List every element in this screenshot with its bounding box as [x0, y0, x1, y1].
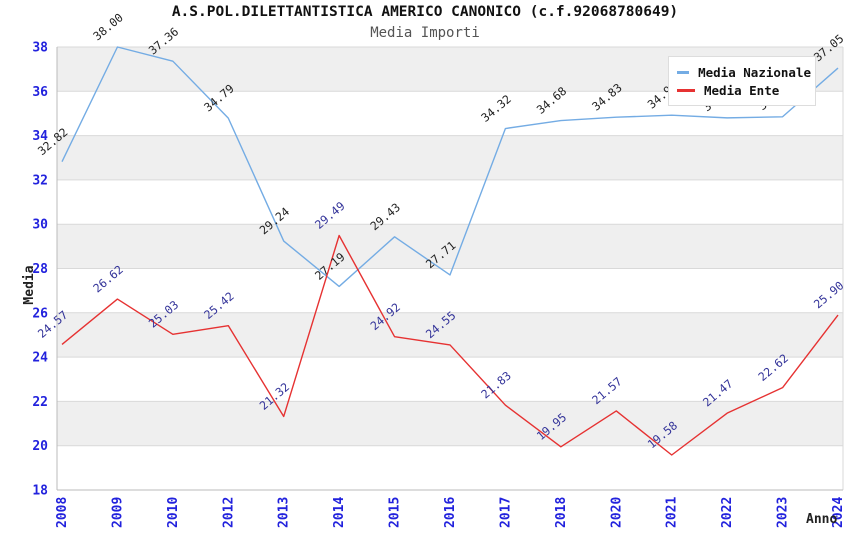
- plot-band: [57, 224, 843, 269]
- chart-title: A.S.POL.DILETTANTISTICA AMERICO CANONICO…: [171, 4, 679, 20]
- data-label-media-nazionale: 34.32: [478, 92, 514, 125]
- x-axis-tick-label: 2014: [332, 497, 347, 528]
- series-line-media-ente: [61, 234, 839, 456]
- x-axis-tick-label: 2009: [110, 497, 125, 528]
- plot-band: [57, 401, 843, 446]
- y-axis-tick-label: 26: [32, 306, 48, 321]
- y-axis-tick-label: 38: [32, 41, 48, 56]
- x-axis-tick-label: 2023: [776, 497, 791, 528]
- legend-line-swatch-nazionale: [677, 70, 690, 74]
- chart-subtitle: Media Importi: [370, 25, 480, 41]
- x-axis-tick-label: 2008: [55, 497, 70, 528]
- series-line-media-nazionale: [61, 46, 839, 288]
- x-axis-tick-label: 2020: [609, 497, 624, 528]
- x-axis-tick-label: 2015: [388, 497, 403, 528]
- data-label-media-ente: 21.83: [478, 368, 514, 401]
- x-axis-tick-label: 2024: [831, 497, 846, 528]
- x-axis-tick-label: 2017: [498, 497, 513, 528]
- x-axis-tick-label: 2012: [221, 497, 236, 528]
- y-axis-tick-label: 28: [32, 262, 48, 277]
- y-axis-title: Media: [22, 265, 37, 305]
- plot-band: [57, 312, 843, 358]
- y-axis-tick-label: 36: [32, 85, 48, 100]
- y-axis-tick-label: 32: [32, 173, 48, 188]
- legend-label-media-nazionale: Media Nazionale: [698, 64, 811, 80]
- x-axis-tick-label: 2022: [720, 497, 735, 528]
- data-label-media-ente: 25.90: [811, 278, 847, 311]
- legend-label-media-ente: Media Ente: [704, 82, 780, 98]
- x-axis-tick-label: 2013: [277, 497, 292, 528]
- x-axis-tick-label: 2016: [443, 497, 458, 528]
- y-axis-tick-label: 24: [32, 351, 48, 366]
- y-axis-tick-label: 20: [32, 439, 48, 454]
- legend-item-media-ente: Media Ente: [677, 81, 811, 99]
- legend-line-swatch-ente: [677, 88, 695, 92]
- x-axis-tick-label: 2018: [554, 497, 569, 528]
- legend-item-media-nazionale: Media Nazionale: [677, 63, 811, 81]
- x-axis-title: Anno: [806, 512, 838, 527]
- plot-band: [57, 135, 843, 180]
- y-axis-tick-label: 30: [32, 218, 48, 233]
- x-axis-tick-label: 2010: [166, 497, 181, 528]
- legend: Media Nazionale Media Ente: [668, 56, 816, 106]
- y-axis-tick-label: 18: [32, 484, 48, 499]
- y-axis-tick-label: 22: [32, 395, 48, 410]
- y-axis-tick-label: 34: [32, 129, 48, 144]
- x-axis-tick-label: 2021: [665, 497, 680, 528]
